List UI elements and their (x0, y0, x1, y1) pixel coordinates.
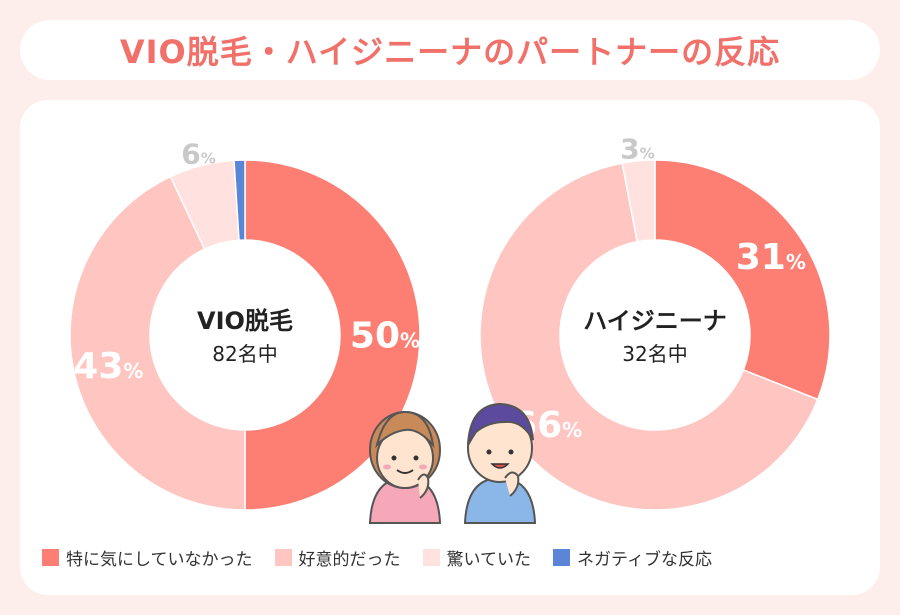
legend-label: 驚いていた (446, 550, 532, 570)
center-count: 32名中 (622, 342, 687, 366)
pie-slice-2 (69, 175, 246, 511)
slice-label-2: 43% (73, 346, 143, 387)
legend-item-4: ネガティブな反応 (553, 545, 712, 570)
woman-illustration (368, 410, 442, 524)
man-illustration (463, 402, 537, 524)
pie-slice-2 (479, 162, 819, 511)
legend-label: 好意的だった (298, 550, 401, 570)
center-count: 82名中 (212, 342, 277, 366)
pie-slice-1 (654, 159, 831, 401)
title-bar: VIO脱毛・ハイジニーナのパートナーの反応 (20, 20, 880, 80)
legend-swatch (274, 549, 292, 566)
legend-label: ネガティブな反応 (577, 550, 712, 570)
pie-slice-4 (233, 159, 246, 241)
legend-label: 特に気にしていなかった (66, 550, 253, 570)
legend-item-1: 特に気にしていなかった (42, 545, 253, 570)
legend-swatch (42, 549, 59, 566)
slice-label-3: 6% (181, 138, 216, 171)
legend-swatch (553, 549, 570, 566)
couple-illustration (368, 402, 537, 524)
legend-item-2: 好意的だった (274, 545, 401, 570)
donut-chart-vio: 50% 43% 6% VIO脱毛 82名中 (69, 138, 421, 511)
slice-label-1: 31% (736, 237, 806, 278)
center-title: ハイジニーナ (583, 307, 727, 335)
slice-label-3: 3% (620, 133, 655, 166)
slice-label-1: 50% (350, 316, 420, 357)
pie-slice-1 (244, 159, 421, 511)
legend-item-3: 驚いていた (422, 545, 532, 570)
legend-swatch (422, 549, 440, 566)
page-title: VIO脱毛・ハイジニーナのパートナーの反応 (119, 33, 781, 71)
legend: 特に気にしていなかった 好意的だった 驚いていた ネガティブな反応 (42, 545, 712, 570)
pie-slice-3 (621, 159, 656, 243)
center-title: VIO脱毛 (197, 307, 293, 335)
